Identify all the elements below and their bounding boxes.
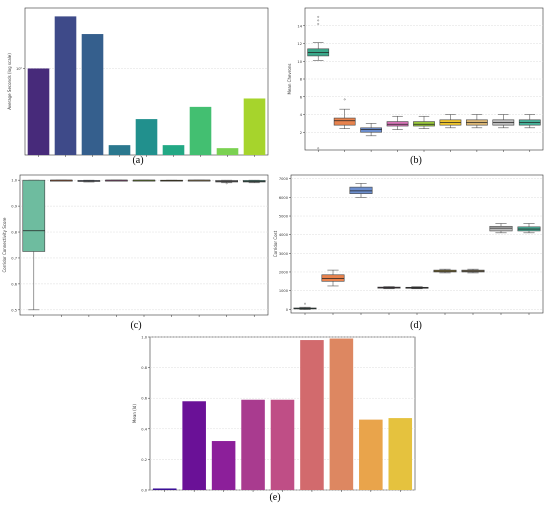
y-tick-label: 0.4 [141, 427, 147, 431]
y-tick-label: 4 [300, 113, 303, 117]
y-tick-label: 0.6 [141, 397, 147, 401]
bar-1 [152, 488, 177, 490]
y-tick-label: 0.5 [11, 308, 17, 312]
bar-2 [182, 401, 206, 490]
bar-5 [135, 119, 158, 155]
flier [304, 302, 306, 305]
y-axis-label: Average Seconds (log scale) [7, 53, 12, 110]
chart-d: 0 1000 2000 3000 4000 5000 6000 7000 Corridor Co… [273, 174, 544, 315]
bar-6 [162, 145, 185, 155]
chart-e: 0.0 0.2 0.4 0.6 0.8 1.0 Mean (Id) [132, 336, 416, 493]
panel-label-a: (a) [132, 155, 144, 166]
box-5 [413, 121, 435, 127]
y-tick-label: 4000 [279, 233, 289, 237]
bar-4 [108, 145, 131, 155]
flier [343, 98, 346, 101]
box-2 [321, 274, 345, 282]
flier [225, 182, 228, 185]
y-tick-label: 6 [300, 95, 303, 99]
y-tick-label: 10 [297, 60, 302, 64]
y-tick-label: 3000 [279, 252, 289, 256]
chart-a: 10⁰ Average Seconds (log scale) [7, 7, 269, 157]
y-tick-label: 14 [297, 24, 302, 28]
y-tick-label: 1.0 [141, 336, 147, 340]
y-axis-label: Mean (Id) [132, 404, 137, 423]
flier [317, 19, 320, 22]
y-tick-label: 0.0 [141, 489, 147, 493]
y-tick-label: 7000 [279, 177, 289, 181]
bar-8 [359, 419, 383, 490]
bar-2 [54, 16, 77, 155]
y-axis-label: Corridor Connectivity Score [2, 217, 7, 273]
chart-b: 2 4 6 8 10 12 14 Mean Chevrons [287, 7, 544, 152]
y-tick-label: 0.8 [11, 231, 17, 235]
bar-8 [216, 148, 239, 155]
bar-7 [189, 106, 212, 155]
flier [317, 147, 320, 150]
y-tick-label: 0.2 [141, 458, 147, 462]
panel-a: 10⁰ Average Seconds (log scale) (a) [0, 0, 275, 170]
bar-3 [211, 441, 236, 490]
y-tick-label: 8 [300, 78, 303, 82]
bar-9 [243, 98, 266, 155]
y-tick-label: 10⁰ [16, 67, 23, 71]
y-axis-label: Corridor Cost [273, 230, 278, 257]
plot-frame [290, 174, 544, 314]
y-axis-label: Mean Chevrons [287, 64, 292, 95]
panel-e: 0.0 0.2 0.4 0.6 0.8 1.0 Mean (Id) (e) [105, 332, 445, 508]
bar-3 [81, 34, 104, 155]
y-tick-label: 5000 [279, 215, 289, 219]
y-tick-label: 0.9 [11, 205, 17, 209]
bar-1 [27, 68, 50, 155]
panel-label-b: (b) [410, 155, 422, 166]
box-2 [333, 117, 356, 126]
flier [317, 15, 320, 18]
panel-label-d: (d) [410, 320, 422, 331]
box-8 [489, 225, 513, 232]
box-3 [360, 127, 382, 133]
box-4 [386, 121, 409, 127]
y-tick-label: 0.6 [11, 282, 17, 286]
plot-frame [19, 174, 269, 316]
y-tick-label: 0.8 [141, 366, 147, 370]
panel-label-c: (c) [130, 320, 142, 331]
y-tick-label: 12 [297, 42, 302, 46]
y-tick-label: 1.0 [11, 179, 17, 183]
y-tick-label: 0.7 [11, 256, 17, 260]
panel-label-e: (e) [269, 492, 281, 503]
bar-4 [241, 399, 265, 490]
box-3 [349, 186, 373, 194]
y-tick-label: 2 [300, 131, 302, 135]
panel-b: 2 4 6 8 10 12 14 Mean Chevrons (b) [275, 0, 550, 170]
y-tick-label: 2000 [279, 270, 289, 274]
flier [317, 23, 320, 25]
y-tick-label: 6000 [279, 196, 289, 200]
bar-6 [300, 340, 324, 490]
box-1 [22, 179, 46, 252]
panel-c: 0.5 0.6 0.7 0.8 0.9 1.0 Corridor Connectivity … [0, 170, 275, 335]
bar-9 [388, 418, 413, 490]
bar-7 [329, 338, 354, 490]
chart-c: 0.5 0.6 0.7 0.8 0.9 1.0 Corridor Connectivity … [2, 174, 269, 317]
bar-5 [270, 399, 295, 490]
panel-d: 0 1000 2000 3000 4000 5000 6000 7000 Corridor Co… [273, 170, 550, 335]
y-tick-label: 0 [286, 308, 289, 312]
y-tick-label: 1000 [279, 289, 289, 293]
